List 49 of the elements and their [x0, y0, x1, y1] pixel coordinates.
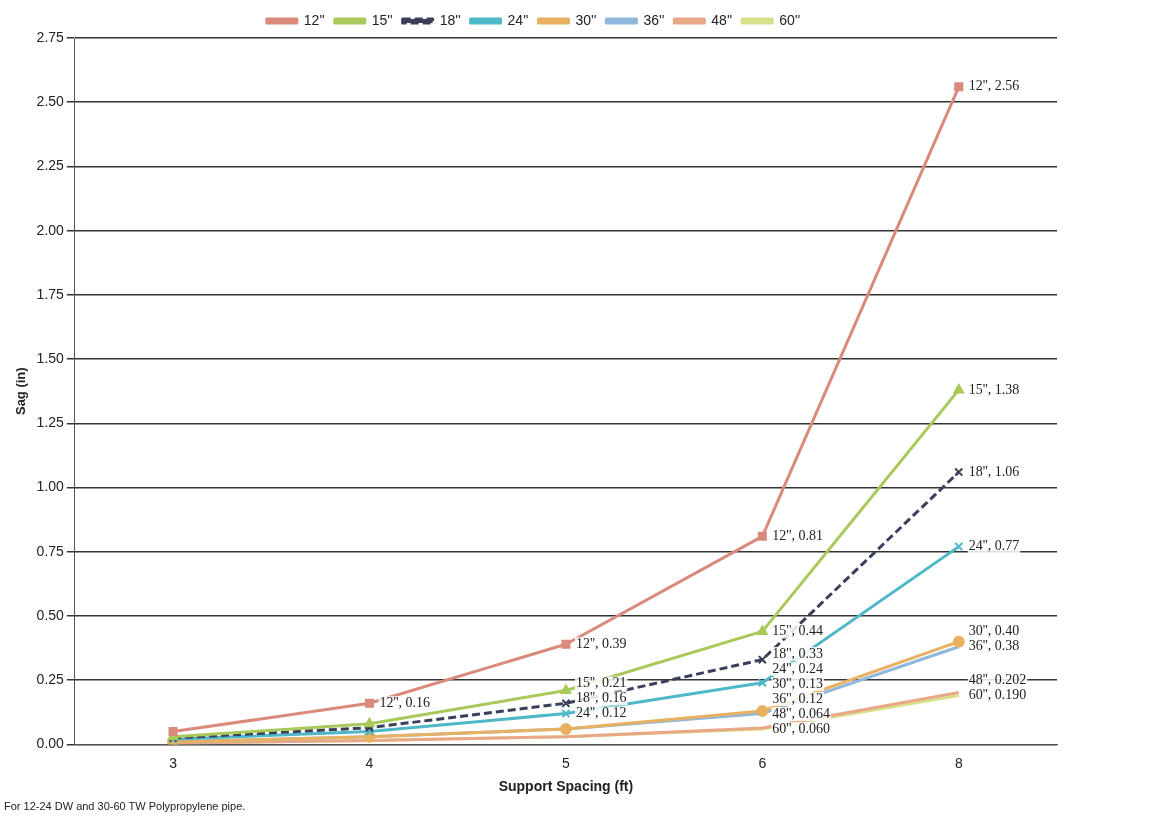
- legend-label: 12'': [303, 11, 325, 28]
- legend-label: 15'': [371, 11, 393, 28]
- legend-label: 60'': [779, 11, 801, 28]
- y-tick-label: 0.00: [36, 735, 65, 752]
- legend-label: 36'': [643, 11, 665, 28]
- data-label: 15'', 0.21: [575, 675, 627, 691]
- x-tick-label: 4: [365, 754, 374, 771]
- y-axis-title: Sag (in): [13, 367, 29, 416]
- data-label: 15'', 0.44: [772, 623, 823, 639]
- y-tick-label: 2.00: [36, 221, 65, 238]
- data-label: 48'', 0.202: [968, 672, 1027, 688]
- y-tick-label: 1.75: [36, 285, 65, 302]
- y-tick-label: 1.50: [36, 349, 65, 366]
- data-label: 30'', 0.13: [772, 675, 823, 691]
- data-label: 60'', 0.060: [772, 720, 830, 736]
- legend-label: 18'': [439, 11, 461, 28]
- data-label: 15'', 1.38: [968, 381, 1020, 397]
- data-label: 12'', 0.39: [575, 635, 627, 651]
- data-label: 48'', 0.064: [772, 705, 830, 721]
- x-tick-label: 3: [169, 754, 178, 771]
- data-label: 18'', 0.33: [772, 645, 823, 661]
- data-label: 18'', 1.06: [968, 463, 1020, 479]
- data-label: 24'', 0.77: [968, 538, 1020, 554]
- data-label: 24'', 0.12: [575, 705, 627, 721]
- data-label: 36'', 0.38: [968, 638, 1020, 654]
- data-label: 12'', 0.81: [772, 528, 823, 543]
- x-axis-title: Support Spacing (ft): [498, 778, 634, 795]
- x-tick-label: 5: [562, 754, 571, 771]
- y-tick-label: 2.50: [36, 93, 65, 110]
- legend-label: 48'': [711, 11, 733, 28]
- data-label: 60'', 0.190: [968, 687, 1027, 703]
- y-tick-label: 0.50: [36, 606, 65, 623]
- x-tick-label: 8: [954, 754, 963, 771]
- legend-label: 30'': [575, 11, 597, 28]
- y-tick-label: 2.25: [36, 157, 65, 174]
- y-tick-label: 1.00: [36, 478, 65, 495]
- text: For 12-24 DW and 30-60 TW Polypropylene pipe.: [4, 800, 246, 812]
- y-tick-label: 2.75: [36, 28, 65, 45]
- data-label: 36'', 0.12: [772, 690, 823, 706]
- y-tick-label: 0.75: [36, 542, 65, 559]
- data-label: 12'', 2.56: [968, 78, 1020, 94]
- y-tick-label: 0.25: [36, 671, 65, 688]
- legend-label: 24'': [507, 11, 529, 28]
- x-tick-label: 6: [758, 754, 767, 771]
- data-label: 24'', 0.24: [772, 660, 823, 676]
- data-label: 30'', 0.40: [968, 623, 1020, 639]
- data-label: 18'', 0.16: [575, 690, 627, 706]
- data-label: 12'', 0.16: [379, 694, 431, 710]
- y-tick-label: 1.25: [36, 414, 65, 431]
